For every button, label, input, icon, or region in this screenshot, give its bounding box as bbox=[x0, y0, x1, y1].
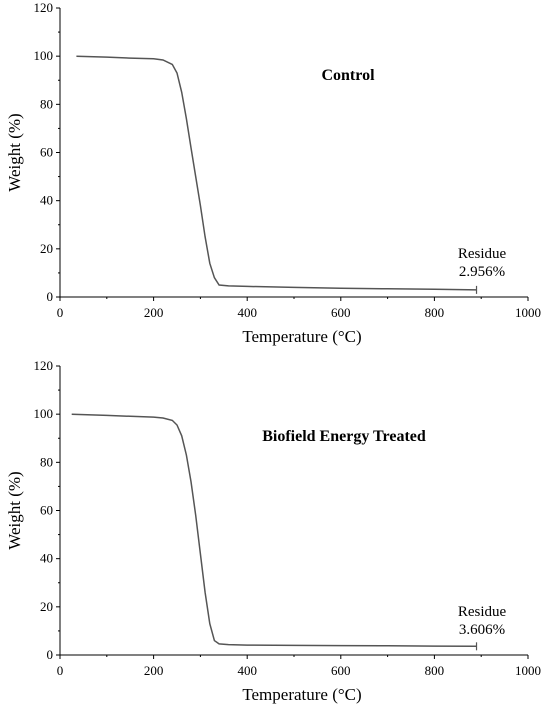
chart-0-y-tick-label: 0 bbox=[47, 289, 54, 304]
chart-0-residue-value: 2.956% bbox=[459, 264, 505, 280]
chart-0-title: Control bbox=[321, 67, 375, 84]
chart-1-y-axis-title: Weight (%) bbox=[5, 471, 24, 549]
chart-1-x-tick-label: 600 bbox=[331, 663, 351, 678]
chart-1-series-line bbox=[71, 413, 477, 648]
chart-0-y-tick-label: 40 bbox=[40, 193, 53, 208]
chart-1-x-tick-label: 200 bbox=[144, 663, 164, 678]
chart-1-y-tick-label: 0 bbox=[47, 647, 54, 662]
chart-0-y-tick-label: 100 bbox=[34, 48, 54, 63]
chart-0-y-tick-label: 120 bbox=[34, 0, 54, 15]
chart-1-residue-value: 3.606% bbox=[459, 622, 505, 638]
chart-0-x-tick-label: 400 bbox=[237, 305, 257, 320]
chart-0-x-tick-label: 600 bbox=[331, 305, 351, 320]
chart-0-y-axis-title: Weight (%) bbox=[5, 113, 24, 191]
tga-chart-control: 0 20 40 60 80 100 120 0 200 400 600 800 1000 Temperat… bbox=[5, 0, 541, 346]
chart-1-x-tick-label: 800 bbox=[425, 663, 445, 678]
chart-1-y-tick-label: 20 bbox=[40, 599, 53, 614]
chart-0-y-tick-label: 60 bbox=[40, 145, 53, 160]
tga-chart-biofield-treated: 0 20 40 60 80 100 120 0 200 400 600 800 1000 Temperat… bbox=[5, 358, 541, 704]
chart-0-x-tick-label: 200 bbox=[144, 305, 164, 320]
chart-0-x-tick-label: 0 bbox=[57, 305, 64, 320]
chart-0-y-tick-label: 20 bbox=[40, 241, 53, 256]
chart-0-x-axis-title: Temperature (°C) bbox=[242, 327, 361, 346]
chart-1-y-tick-label: 120 bbox=[34, 358, 54, 373]
chart-1-residue-label: Residue bbox=[458, 604, 507, 620]
chart-1-y-tick-label: 100 bbox=[34, 406, 54, 421]
chart-0-x-tick-label: 1000 bbox=[515, 305, 541, 320]
chart-1-x-tick-label: 0 bbox=[57, 663, 64, 678]
chart-0-residue-label: Residue bbox=[458, 246, 507, 262]
chart-1-y-tick-label: 80 bbox=[40, 454, 53, 469]
chart-0-x-tick-label: 800 bbox=[425, 305, 445, 320]
chart-1-x-tick-label: 400 bbox=[237, 663, 257, 678]
chart-1-x-axis-title: Temperature (°C) bbox=[242, 685, 361, 704]
chart-1-y-tick-label: 40 bbox=[40, 551, 53, 566]
chart-0-series-line bbox=[76, 55, 477, 291]
chart-1-y-tick-label: 60 bbox=[40, 503, 53, 518]
chart-1-x-tick-label: 1000 bbox=[515, 663, 541, 678]
chart-0-y-tick-label: 80 bbox=[40, 96, 53, 111]
chart-1-title: Biofield Energy Treated bbox=[262, 428, 426, 445]
